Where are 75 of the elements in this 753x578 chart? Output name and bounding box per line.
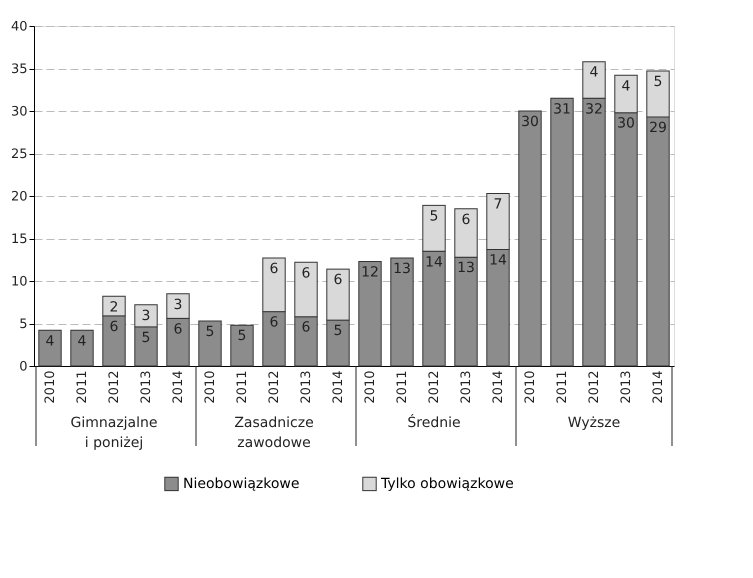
bar <box>390 258 414 366</box>
x-tick-label: 2010 <box>203 370 218 404</box>
bar <box>358 260 382 366</box>
data-label: 5 <box>238 328 246 344</box>
x-tick-label: 2013 <box>299 370 314 404</box>
x-tick-label: 2013 <box>619 370 634 404</box>
text: Średnie <box>407 414 461 431</box>
data-label: 12 <box>361 264 379 280</box>
x-tick-label: 2013 <box>139 370 154 404</box>
x-tick-label: 2010 <box>523 370 538 404</box>
y-tick-label: 20 <box>10 190 28 204</box>
data-label: 4 <box>590 64 599 81</box>
text: Zasadnicze zawodowe <box>234 415 314 451</box>
x-tick-label: 2014 <box>331 370 346 404</box>
data-label: 6 <box>302 265 311 282</box>
y-tick-label: 35 <box>10 62 28 77</box>
data-label: 4 <box>46 333 55 350</box>
bar <box>70 330 94 366</box>
legend-label: Nieobowiązkowe <box>183 476 300 492</box>
data-label: 30 <box>521 114 539 130</box>
x-tick-label: 2010 <box>363 370 378 404</box>
x-tick-label: 2012 <box>267 370 282 404</box>
data-label: 5 <box>206 324 214 340</box>
data-label: 6 <box>270 261 279 278</box>
y-tick-label: 5 <box>19 317 28 332</box>
data-label: 3 <box>142 308 150 324</box>
x-tick-label: 2012 <box>427 370 442 404</box>
data-label: 5 <box>142 330 150 346</box>
data-label: 6 <box>270 314 279 331</box>
data-label: 29 <box>649 120 667 136</box>
x-tick-label: 2014 <box>651 370 666 404</box>
data-label: 6 <box>110 318 119 335</box>
data-label: 30 <box>617 116 635 132</box>
data-label: 5 <box>334 323 342 340</box>
x-tick-label: 2014 <box>491 370 506 404</box>
data-label: 5 <box>430 208 438 224</box>
bar <box>38 330 62 366</box>
data-label: 6 <box>302 320 311 336</box>
x-tick-label: 2011 <box>75 370 90 404</box>
data-label: 5 <box>654 74 662 90</box>
y-tick-label: 25 <box>10 147 28 162</box>
text: Wyższe <box>568 415 620 431</box>
data-label: 6 <box>462 212 471 228</box>
y-tick-label: 0 <box>19 360 28 374</box>
data-label: 7 <box>494 196 502 212</box>
x-tick-label: 2013 <box>459 370 474 404</box>
data-label: 2 <box>110 299 118 316</box>
legend-label: Tylko obowiązkowe <box>380 476 514 492</box>
data-label: 4 <box>622 78 631 94</box>
y-tick-label: 40 <box>10 20 28 34</box>
data-label: 13 <box>393 261 411 278</box>
data-label: 4 <box>78 333 87 350</box>
x-tick-label: 2012 <box>587 370 602 404</box>
data-label: 13 <box>457 260 475 276</box>
bar <box>230 324 254 366</box>
x-tick-label: 2011 <box>235 370 250 404</box>
y-tick-label: 30 <box>10 104 28 120</box>
x-tick-label: 2014 <box>171 370 186 404</box>
y-tick-label: 15 <box>10 232 28 247</box>
x-tick-label: 2012 <box>107 370 122 404</box>
data-label: 3 <box>174 296 182 313</box>
text: Gimnazjalne i poniżej <box>70 415 158 451</box>
bar <box>198 320 222 366</box>
data-label: 32 <box>585 101 603 118</box>
bar <box>550 98 574 366</box>
data-label: 14 <box>425 254 443 270</box>
x-tick-label: 2010 <box>43 370 58 404</box>
y-tick-label: 10 <box>10 274 28 290</box>
data-label: 6 <box>334 272 343 288</box>
x-tick-label: 2011 <box>395 370 410 404</box>
data-label: 31 <box>553 101 571 118</box>
bar <box>518 110 542 366</box>
data-label: 6 <box>174 321 183 338</box>
x-tick-label: 2011 <box>555 370 570 404</box>
data-label: 14 <box>489 252 507 269</box>
